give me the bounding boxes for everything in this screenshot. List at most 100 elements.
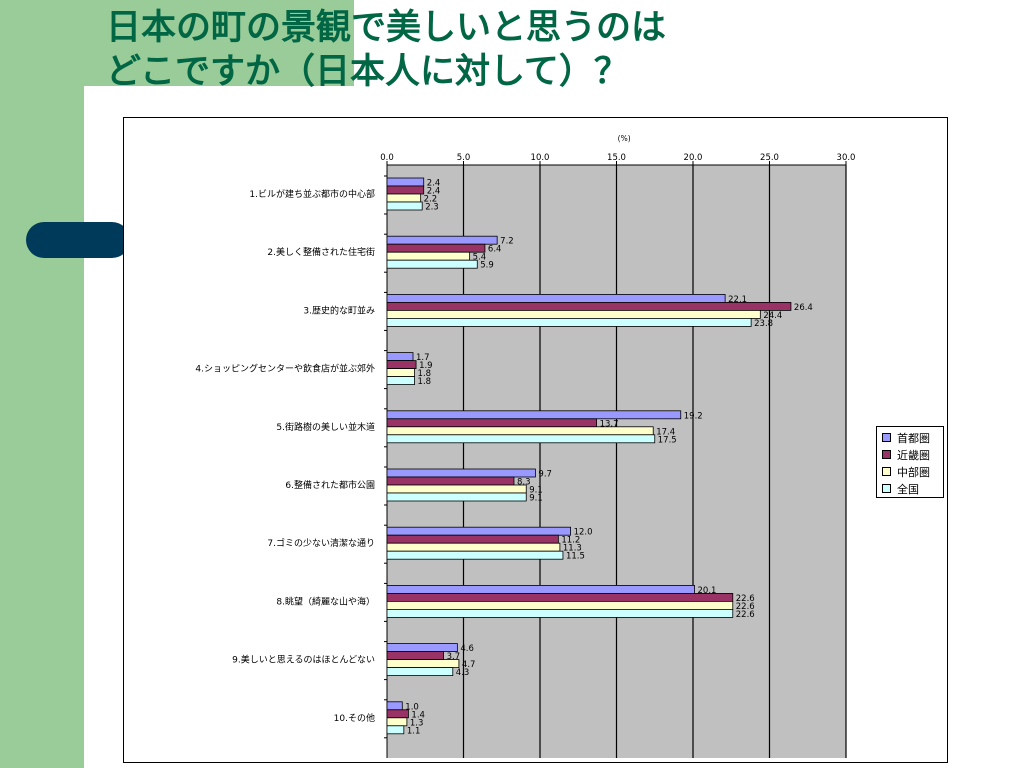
data-label: 1.3 <box>410 718 424 728</box>
category-label: 6.整備された都市公園 <box>285 479 375 491</box>
data-label: 4.3 <box>456 668 470 678</box>
bar <box>386 709 409 719</box>
bar <box>386 177 425 187</box>
bar <box>386 251 471 261</box>
bar <box>386 352 414 362</box>
bar <box>386 659 460 668</box>
slide-accent-pill <box>26 222 130 258</box>
data-label: 2.4 <box>427 187 441 197</box>
slide-left-strip <box>0 0 84 768</box>
bar <box>386 643 458 652</box>
data-label: 1.4 <box>411 710 425 720</box>
bar <box>386 376 415 386</box>
data-label: 3.7 <box>447 652 461 662</box>
bar <box>386 360 417 370</box>
data-label: 1.8 <box>418 377 432 387</box>
legend-label: 近畿圏 <box>897 448 930 462</box>
data-label: 17.4 <box>656 427 675 437</box>
bar <box>386 301 792 311</box>
data-label: 22.1 <box>728 295 747 305</box>
category-label: 10.その他 <box>334 712 375 724</box>
bar <box>386 434 656 444</box>
bar <box>386 243 486 253</box>
chart-frame: 0.0 5.0 10.0 15.0 20.0 25.0 30.0 (%) 1.ビルが建ち並ぶ都市… <box>123 117 948 763</box>
data-label: 11.5 <box>566 552 585 562</box>
data-label: 20.1 <box>698 586 717 596</box>
x-tick-label: 30.0 <box>837 153 856 163</box>
legend-label: 中部圏 <box>897 465 930 479</box>
bar <box>386 201 423 211</box>
x-tick-label: 0.0 <box>380 153 394 163</box>
x-tick-label: 25.0 <box>760 153 779 163</box>
bar <box>386 542 561 552</box>
data-label: 22.6 <box>736 602 755 612</box>
data-label: 19.2 <box>684 411 703 421</box>
legend-swatch <box>882 433 891 442</box>
data-label: 12.0 <box>574 528 593 538</box>
bar <box>386 418 598 428</box>
data-label: 9.7 <box>538 470 552 480</box>
data-label: 24.4 <box>763 311 782 321</box>
bar <box>386 185 425 195</box>
data-label: 9.1 <box>529 486 543 496</box>
data-label: 8.3 <box>517 478 531 488</box>
legend-item: 首都圏 <box>882 429 943 446</box>
legend-item: 中部圏 <box>882 463 943 480</box>
data-label: 2.3 <box>425 203 439 213</box>
bar <box>386 725 405 735</box>
data-label: 2.2 <box>424 195 438 205</box>
bar <box>386 667 454 676</box>
legend-swatch <box>882 484 891 493</box>
bar <box>386 484 527 494</box>
bar <box>386 368 415 378</box>
slide-title: 日本の町の景観で美しいと思うのは どこですか（日本人に対して）？ <box>106 8 667 92</box>
data-label: 6.4 <box>488 245 502 255</box>
legend-item: 近畿圏 <box>882 446 943 463</box>
bar <box>386 717 408 727</box>
legend-swatch <box>882 450 891 459</box>
category-label: 4.ショッピングセンターや飲食店が並ぶ郊外 <box>195 363 375 375</box>
data-label: 9.1 <box>529 494 543 504</box>
bar <box>386 476 515 486</box>
category-label: 2.美しく整備された住宅街 <box>267 246 375 258</box>
bar <box>386 309 761 319</box>
bar <box>386 526 572 536</box>
category-label: 5.街路樹の美しい並木道 <box>276 421 375 433</box>
data-label: 4.7 <box>462 660 476 670</box>
bar <box>386 293 726 303</box>
data-label: 22.6 <box>736 594 755 604</box>
category-label: 1.ビルが建ち並ぶ都市の中心部 <box>249 188 375 200</box>
data-label: 17.5 <box>658 435 677 445</box>
axis-unit-label: (%) <box>618 134 631 143</box>
legend-label: 首都圏 <box>897 431 930 445</box>
bar <box>386 259 478 269</box>
data-label: 1.8 <box>418 369 432 379</box>
category-label: 3.歴史的な町並み <box>303 304 375 316</box>
bar <box>386 584 695 594</box>
bar <box>386 608 734 618</box>
data-label: 1.0 <box>405 702 419 712</box>
bar <box>386 550 564 560</box>
data-label: 1.7 <box>416 353 430 363</box>
x-tick-label: 10.0 <box>531 153 550 163</box>
bar <box>386 193 422 203</box>
x-tick-label: 15.0 <box>607 153 626 163</box>
data-label: 2.4 <box>427 179 441 189</box>
data-label: 5.9 <box>480 261 494 271</box>
category-label: 9.美しいと思えるのはほとんどない <box>232 654 375 666</box>
bar <box>386 534 559 544</box>
data-label: 4.6 <box>460 644 474 654</box>
bar-chart: 0.0 5.0 10.0 15.0 20.0 25.0 30.0 (%) 1.ビルが建ち並ぶ都市… <box>195 134 856 758</box>
data-label: 22.6 <box>736 610 755 620</box>
data-label: 1.9 <box>419 361 433 371</box>
legend-label: 全国 <box>897 482 919 496</box>
bar <box>386 651 445 660</box>
bar <box>386 492 527 502</box>
bar <box>386 317 752 327</box>
data-label: 7.2 <box>500 237 514 247</box>
category-label: 7.ゴミの少ない清潔な通り <box>267 537 375 549</box>
data-label: 26.4 <box>794 303 813 313</box>
category-label: 8.眺望（綺麗な山や海） <box>276 595 375 607</box>
data-label: 1.1 <box>407 726 421 736</box>
data-label: 11.2 <box>561 536 580 546</box>
